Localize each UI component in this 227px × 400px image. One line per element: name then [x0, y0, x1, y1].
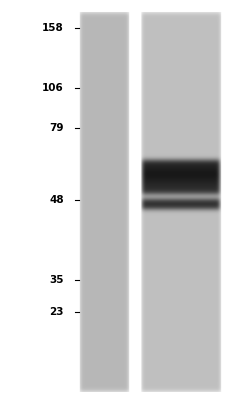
Text: 48: 48 — [49, 195, 64, 205]
Text: 158: 158 — [42, 23, 64, 33]
Text: 79: 79 — [49, 123, 64, 133]
Text: 35: 35 — [49, 275, 64, 285]
Text: 23: 23 — [49, 307, 64, 317]
Text: 106: 106 — [42, 83, 64, 93]
